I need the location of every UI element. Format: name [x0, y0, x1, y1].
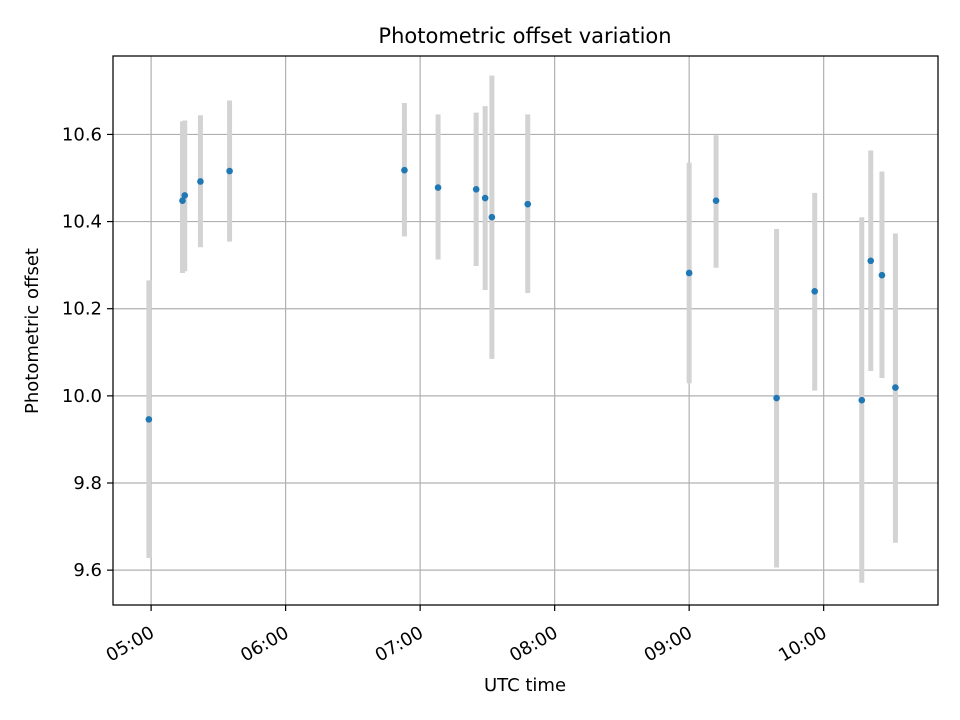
- data-point: [488, 213, 496, 221]
- data-point: [892, 384, 899, 391]
- y-tick-label: 9.8: [73, 473, 102, 494]
- data-point: [434, 184, 442, 191]
- data-point: [401, 166, 408, 174]
- data-point: [773, 394, 780, 402]
- data-point: [858, 396, 866, 404]
- data-point: [712, 197, 720, 204]
- data-point: [811, 287, 818, 295]
- data-point: [867, 257, 875, 265]
- point-layer: [145, 166, 899, 423]
- y-tick-label: 9.6: [73, 560, 102, 581]
- data-point: [179, 197, 186, 204]
- x-tick-label: 06:00: [237, 622, 292, 666]
- errorbar-layer: [146, 75, 898, 583]
- data-point: [878, 271, 886, 279]
- y-tick-label: 10.0: [62, 386, 102, 407]
- x-tick-label: 05:00: [103, 622, 158, 666]
- x-tick-label: 08:00: [506, 622, 561, 666]
- y-tick-label: 10.6: [62, 124, 102, 145]
- chart-title: Photometric offset variation: [378, 24, 671, 48]
- y-axis-label: Photometric offset: [22, 248, 43, 414]
- y-tick-label: 10.4: [62, 212, 102, 233]
- data-point: [197, 178, 204, 185]
- y-tick-label: 10.2: [62, 299, 102, 320]
- x-tick-label: 10:00: [775, 622, 830, 666]
- x-axis-label: UTC time: [484, 675, 566, 696]
- x-tick-label: 07:00: [372, 622, 427, 666]
- data-point: [685, 269, 693, 277]
- x-tick-label: 09:00: [641, 622, 696, 666]
- data-point: [472, 186, 480, 193]
- data-point: [145, 416, 153, 423]
- plot-frame: [112, 55, 939, 606]
- data-point: [524, 200, 532, 208]
- data-point: [181, 192, 189, 199]
- data-point: [481, 194, 489, 202]
- data-point: [226, 167, 233, 175]
